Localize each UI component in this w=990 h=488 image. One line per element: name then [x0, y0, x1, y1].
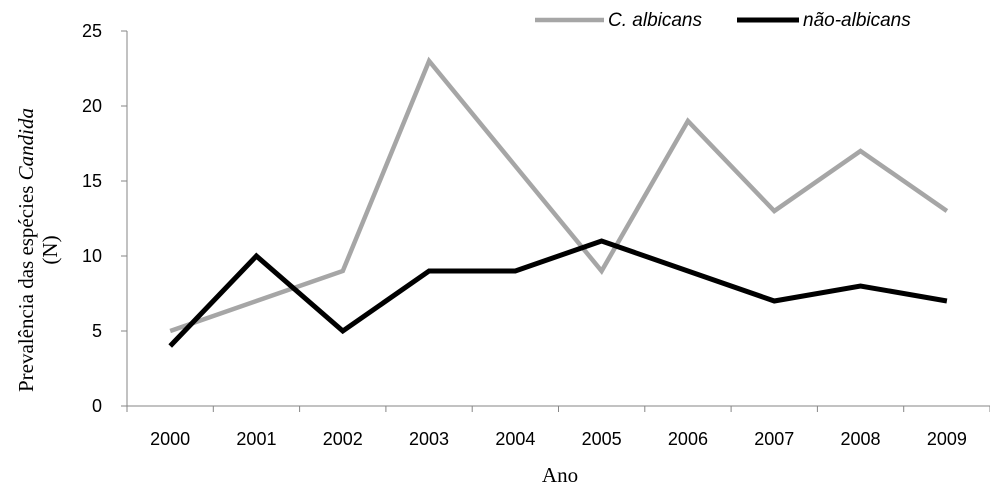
y-axis-title: Prevalência das espécies Candida — [14, 108, 38, 392]
y-axis-title-italic: Candida — [14, 108, 38, 180]
y-tick-label: 0 — [92, 396, 102, 416]
x-tick-label: 2009 — [927, 429, 967, 449]
legend: C. albicans não-albicans — [535, 10, 911, 31]
x-tick-label: 2006 — [668, 429, 708, 449]
y-tick-label: 20 — [82, 96, 102, 116]
x-tick-label: 2007 — [754, 429, 794, 449]
y-tick-label: 15 — [82, 171, 102, 191]
y-tick-label: 5 — [92, 321, 102, 341]
y-tick-label: 10 — [82, 246, 102, 266]
series-line-1 — [169, 56, 949, 334]
y-axis-title-prefix: Prevalência das espécies — [14, 180, 38, 392]
y-tick-label: 25 — [82, 21, 102, 41]
x-tick-label: 2005 — [582, 429, 622, 449]
x-axis-title: Ano — [542, 463, 578, 487]
legend-label-2: não-albicans — [803, 10, 911, 31]
legend-label-1: C. albicans — [608, 10, 702, 31]
x-tick-label: 2001 — [236, 429, 276, 449]
x-tick-label: 2008 — [841, 429, 881, 449]
series-layer — [168, 56, 949, 348]
x-tick-label: 2000 — [150, 429, 190, 449]
x-tick-label: 2004 — [495, 429, 535, 449]
x-tick-label: 2002 — [323, 429, 363, 449]
series-line-2 — [168, 238, 948, 348]
x-tick-label: 2003 — [409, 429, 449, 449]
y-axis-title-unit: (N) — [38, 235, 62, 264]
axes: 0 5 10 15 20 25 2000 2001 2002 2003 2004 2005 2006 20… — [82, 21, 990, 449]
